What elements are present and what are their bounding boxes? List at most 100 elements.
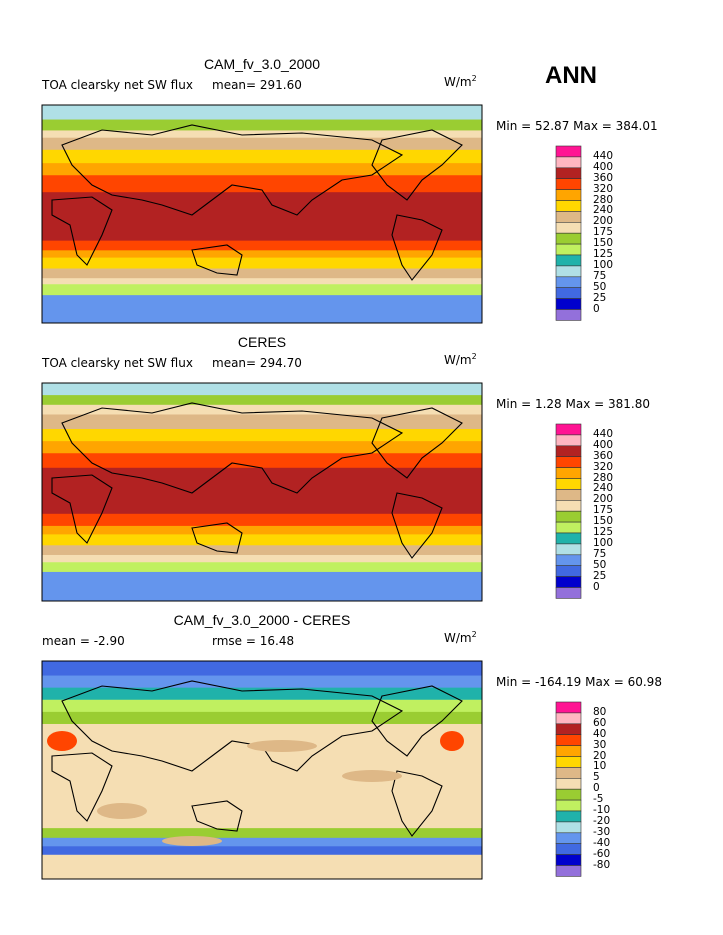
colorbar-tick-label: 100: [593, 536, 614, 549]
colorbar-tick-label: 0: [593, 302, 600, 315]
colorbar-tick-label: 10: [593, 760, 607, 773]
colorbar-tick-label: 150: [593, 237, 614, 250]
contour-band: [42, 571, 482, 602]
colorbar: [555, 145, 582, 321]
map-plot: [41, 104, 483, 324]
contour-band: [42, 661, 482, 677]
colorbar-box: [555, 756, 582, 768]
units-exponent: 2: [471, 74, 477, 83]
colorbar-tick-label: -80: [593, 858, 611, 871]
colorbar-box: [555, 576, 582, 588]
contour-band: [42, 675, 482, 689]
coastline: [371, 685, 463, 757]
colorbar-box: [555, 778, 582, 790]
colorbar-tick-label: 440: [593, 427, 614, 440]
colorbar-box: [555, 309, 582, 321]
units-label: W/m2: [444, 74, 477, 89]
colorbar: [555, 423, 582, 599]
colorbar-tick-label: 200: [593, 493, 614, 506]
units-label: W/m2: [444, 630, 477, 645]
coastline: [61, 402, 404, 494]
colorbar-box: [555, 478, 582, 490]
colorbar-tick-label: 175: [593, 226, 614, 239]
contour-band: [42, 404, 482, 415]
colorbar-tick-label: 125: [593, 526, 614, 538]
colorbar-box: [555, 423, 582, 436]
colorbar-tick-label: 175: [593, 504, 614, 517]
colorbar-box: [555, 467, 582, 479]
colorbar-box: [555, 178, 582, 190]
colorbar-tick-label: 200: [593, 215, 614, 228]
colorbar-box: [555, 843, 582, 855]
coastline: [191, 800, 243, 832]
contour-band: [42, 711, 482, 725]
rmse-label: rmse = 16.48: [212, 634, 295, 648]
contour-band: [42, 383, 482, 396]
colorbar-box: [555, 500, 582, 512]
map-plot: [41, 660, 483, 880]
contour-band: [42, 429, 482, 442]
colorbar-tick-label: 360: [593, 449, 614, 462]
colorbar-box: [555, 865, 582, 877]
colorbar-box: [555, 832, 582, 845]
units-text: W/m: [444, 353, 472, 367]
min-max-label: Min = 1.28 Max = 381.80: [496, 397, 650, 411]
contour-band: [42, 453, 482, 469]
map-frame: [41, 382, 483, 602]
contour-band: [42, 441, 482, 454]
contour-band: [42, 149, 482, 164]
contour-band: [42, 545, 482, 556]
contour-band: [42, 175, 482, 193]
contour-band: [42, 163, 482, 176]
contour-band: [42, 268, 482, 279]
colorbar-tick-label: 75: [593, 547, 607, 560]
colorbar-box: [555, 456, 582, 468]
panel-title: CAM_fv_3.0_2000 - CERES: [173, 612, 351, 628]
units-text: W/m: [444, 75, 472, 89]
colorbar-box: [555, 222, 582, 234]
colorbar-box: [555, 799, 582, 812]
contour-band: [42, 828, 482, 839]
colorbar-box: [555, 587, 582, 599]
season-label: ANN: [545, 62, 597, 89]
variable-label: TOA clearsky net SW flux: [42, 78, 193, 92]
colorbar-tick-label: 25: [593, 291, 607, 304]
contour-band: [42, 278, 482, 285]
colorbar-tick-label: 5: [593, 771, 600, 784]
colorbar-box: [555, 532, 582, 545]
contour-band: [42, 240, 482, 251]
colorbar-box: [555, 565, 582, 577]
colorbar-box: [555, 788, 582, 801]
map-frame: [41, 104, 483, 324]
colorbar-tick-label: -20: [593, 814, 611, 827]
coastline: [51, 196, 113, 266]
map-frame: [41, 660, 483, 880]
contour-band: [42, 105, 482, 121]
min-max-label: Min = 52.87 Max = 384.01: [496, 119, 658, 133]
contour-band: [42, 554, 482, 563]
contour-band: [42, 699, 482, 713]
colorbar-tick-label: 0: [593, 580, 600, 593]
units-label: W/m2: [444, 352, 477, 367]
contour-band: [42, 295, 482, 324]
colorbar-box: [555, 254, 582, 267]
colorbar-tick-label: 440: [593, 149, 614, 162]
coastline: [371, 129, 463, 201]
colorbar-tick-label: 320: [593, 182, 614, 195]
colorbar-tick-label: 240: [593, 482, 614, 495]
contour-band: [42, 467, 482, 515]
colorbar-tick-label: 400: [593, 438, 614, 451]
colorbar-box: [555, 200, 582, 212]
colorbar-box: [555, 510, 582, 523]
colorbar-tick-label: 80: [593, 705, 607, 718]
coastline: [191, 244, 243, 276]
coastline: [51, 474, 113, 544]
contour-band: [42, 250, 482, 259]
anomaly-patch: [97, 803, 147, 819]
contour-band: [42, 837, 482, 847]
colorbar-box: [555, 211, 582, 223]
colorbar-tick-label: 25: [593, 569, 607, 582]
colorbar-box: [555, 723, 582, 735]
coastline: [371, 407, 463, 479]
colorbar-tick-label: 400: [593, 160, 614, 173]
